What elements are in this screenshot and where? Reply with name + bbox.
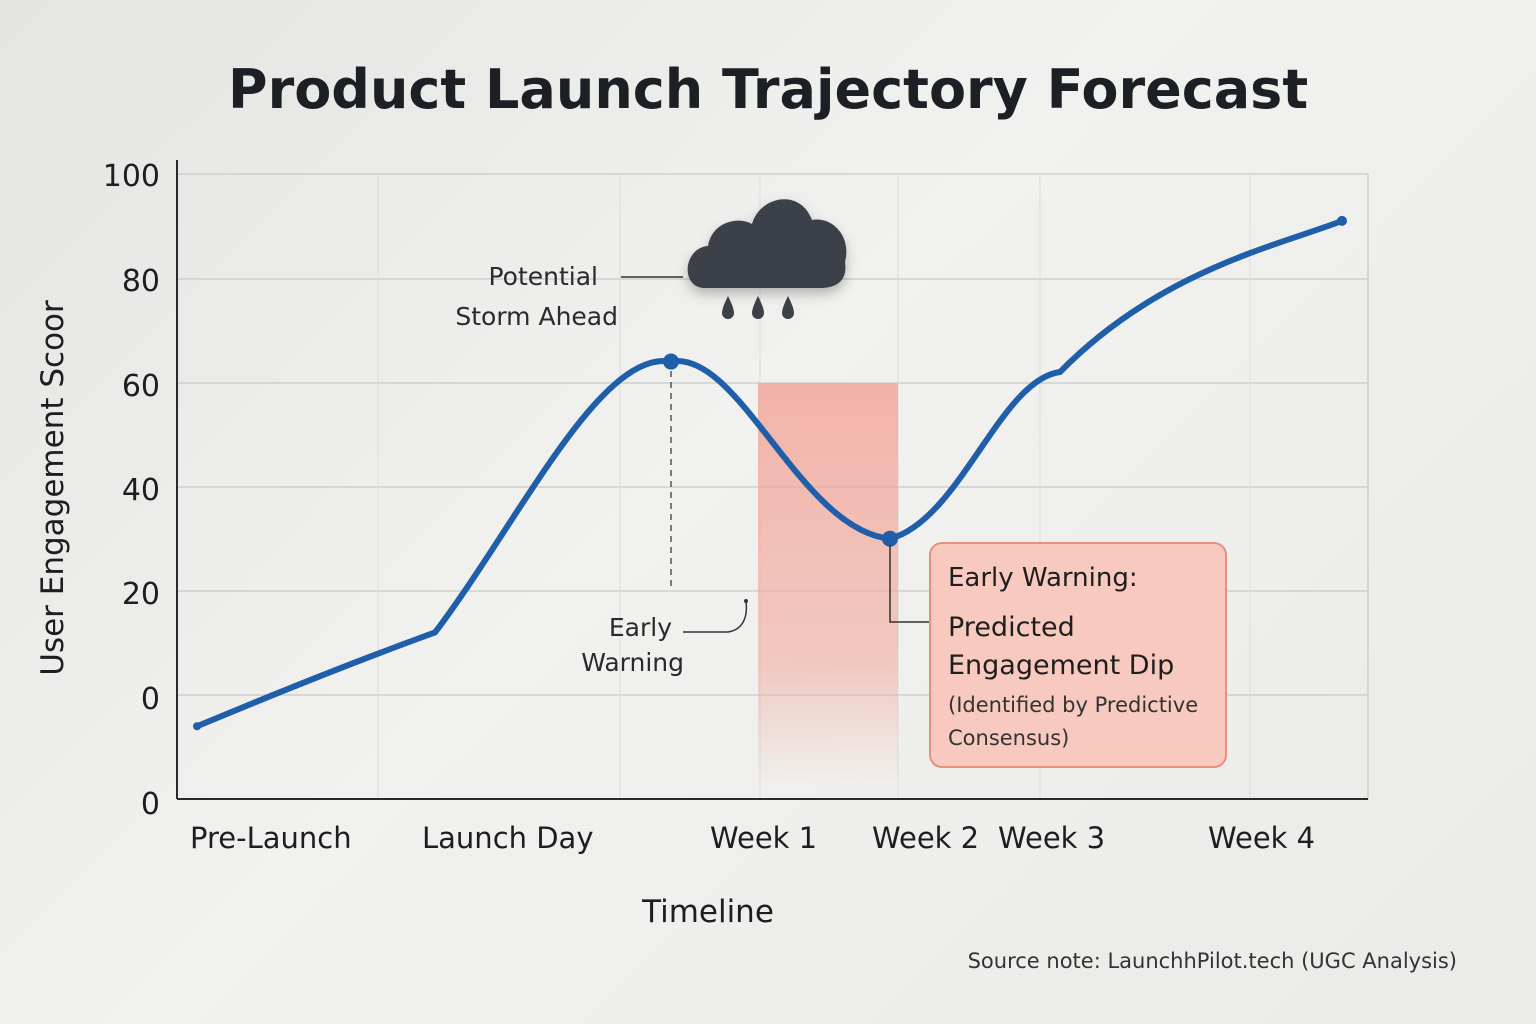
callout-line2: Engagement Dip — [948, 650, 1174, 681]
x-tick-label: Week 4 — [1208, 821, 1315, 855]
early-warning-leader — [683, 601, 748, 633]
storm-annotation-line2: Storm Ahead — [455, 302, 618, 331]
callout-line3: (Identified by Predictive — [948, 693, 1198, 717]
source-note: Source note: LaunchhPilot.tech (UGC Anal… — [968, 949, 1457, 973]
storm-annotation-line1: Potential — [488, 262, 598, 291]
x-tick-labels: Pre-Launch Launch Day Week 1 Week 2 Week 3 We… — [190, 821, 1315, 855]
series-point — [193, 722, 201, 731]
callout-line4: Consensus) — [948, 726, 1069, 750]
y-tick-label: 60 — [122, 369, 160, 404]
x-tick-label: Launch Day — [422, 821, 594, 855]
callout-box — [929, 542, 1227, 768]
y-tick-label: 20 — [122, 577, 160, 612]
x-tick-label: Week 3 — [998, 821, 1105, 855]
x-axis-label: Timeline — [641, 894, 774, 930]
series-point — [882, 530, 898, 547]
chart-title: Product Launch Trajectory Forecast — [228, 58, 1308, 121]
series-point — [1337, 215, 1347, 226]
series-line — [194, 217, 1345, 730]
early-warning-leader-dot — [744, 599, 748, 603]
early-warning-line1: Early — [609, 613, 672, 642]
x-tick-label: Week 1 — [710, 821, 817, 855]
y-tick-label: 100 — [103, 159, 160, 194]
y-tick-label: 0 — [141, 682, 160, 717]
warning-region — [758, 383, 898, 783]
series-point — [663, 353, 679, 370]
y-tick-label: 0 — [141, 787, 160, 822]
series-markers — [193, 215, 1347, 731]
x-tick-label: Week 2 — [872, 821, 979, 855]
early-warning-line2: Warning — [581, 648, 684, 677]
rain-cloud-icon — [687, 199, 847, 319]
x-tick-label: Pre-Launch — [190, 821, 352, 855]
y-tick-label: 80 — [122, 264, 160, 299]
callout-title: Early Warning: — [948, 563, 1138, 593]
y-tick-label: 40 — [122, 473, 160, 508]
y-axis-label: User Engagement Scoor — [35, 300, 71, 676]
callout-leader — [889, 545, 932, 623]
y-tick-labels: 0 0 20 40 60 80 100 — [103, 159, 160, 822]
callout-line1: Predicted — [948, 612, 1075, 643]
